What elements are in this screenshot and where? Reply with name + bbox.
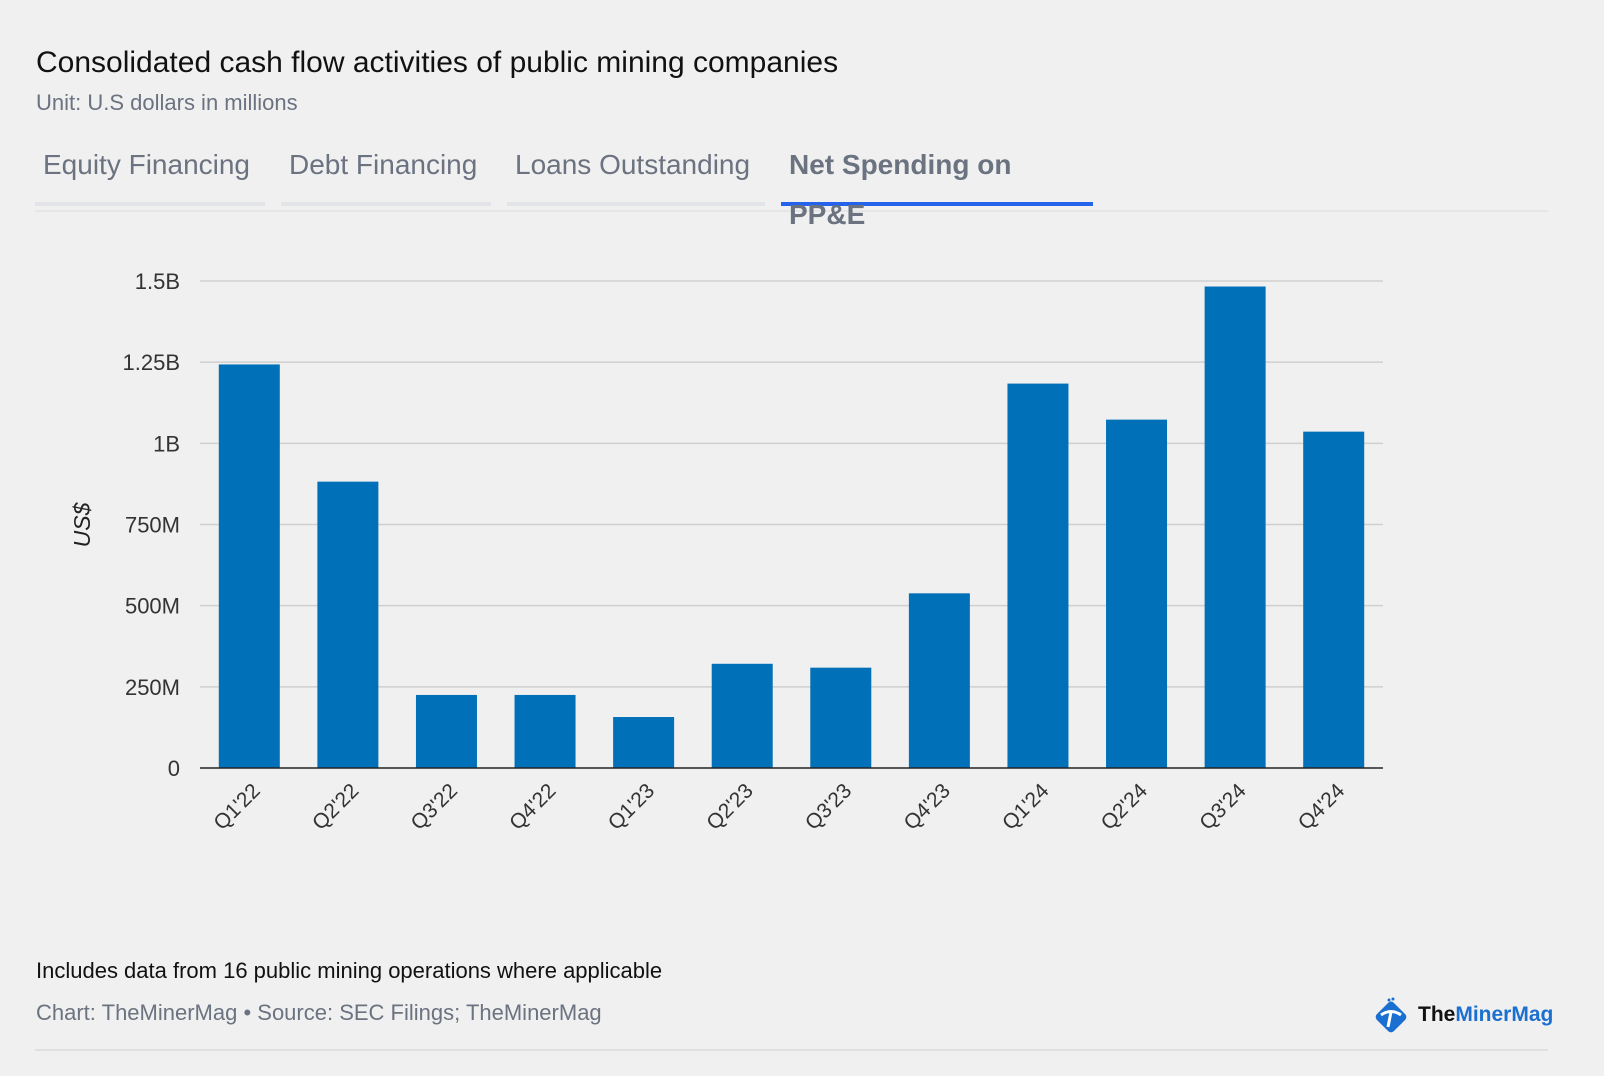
chart-subtitle: Unit: U.S dollars in millions: [36, 90, 298, 115]
x-tick-label: Q4'23: [899, 779, 954, 834]
bar-Q223: [711, 663, 773, 768]
bar-chart: 0 250M 500M 750M 1B 1.25B 1.5B US$ Q1'22 Q2'22 Q3'…: [69, 269, 1383, 835]
x-tick-label: Q2'24: [1097, 779, 1153, 835]
chart-note: Includes data from 16 public mining oper…: [36, 958, 663, 983]
tab-bar: Equity Financing Debt Financing Loans Ou…: [35, 140, 1548, 230]
x-tick-label: Q3'22: [407, 779, 462, 834]
chart-source: Chart: TheMinerMag • Source: SEC Filings…: [36, 1000, 602, 1025]
bar-Q224: [1106, 419, 1168, 768]
tab-net-spending-ppe[interactable]: Net Spending on PP&E: [781, 140, 1093, 230]
y-tick-label: 1.5B: [135, 269, 180, 294]
bar-Q123: [613, 717, 675, 768]
x-tick-label: Q2'22: [308, 779, 363, 834]
bar-Q222: [317, 481, 379, 768]
x-tick-label: Q4'24: [1294, 779, 1350, 835]
bar-Q322: [415, 694, 477, 768]
divider: [35, 1049, 1548, 1051]
y-tick-label: 0: [168, 756, 180, 781]
bar-Q422: [514, 694, 576, 768]
x-tick-label: Q3'24: [1195, 779, 1251, 835]
theminermag-logo: TheMinerMag: [1372, 995, 1553, 1035]
y-tick-label: 1.25B: [123, 350, 181, 375]
y-tick-label: 1B: [153, 431, 180, 456]
x-tick-label: Q3'23: [801, 779, 856, 834]
bar-Q323: [810, 667, 872, 768]
tab-debt-financing[interactable]: Debt Financing: [281, 140, 491, 206]
x-tick-label: Q1'23: [604, 779, 659, 834]
x-tick-label: Q2'23: [702, 779, 757, 834]
bar-Q122: [218, 364, 280, 768]
y-tick-label: 500M: [125, 594, 180, 619]
x-tick-label: Q1'24: [998, 779, 1054, 835]
tab-loans-outstanding[interactable]: Loans Outstanding: [507, 140, 765, 206]
x-tick-label: Q1'22: [209, 779, 264, 834]
y-tick-label: 750M: [125, 513, 180, 538]
pickaxe-logo-icon: [1375, 997, 1407, 1033]
y-axis-title: US$: [69, 501, 95, 547]
bar-Q324: [1204, 286, 1266, 768]
y-tick-label: 250M: [125, 675, 180, 700]
bar-Q423: [908, 593, 970, 768]
tab-equity-financing[interactable]: Equity Financing: [35, 140, 265, 206]
chart-title: Consolidated cash flow activities of pub…: [36, 46, 839, 79]
logo-text-minermag: MinerMag: [1455, 1003, 1554, 1026]
x-tick-label: Q4'22: [505, 779, 560, 834]
logo-text-the: The: [1418, 1003, 1456, 1026]
bar-Q424: [1303, 431, 1365, 768]
bar-Q124: [1007, 383, 1069, 768]
